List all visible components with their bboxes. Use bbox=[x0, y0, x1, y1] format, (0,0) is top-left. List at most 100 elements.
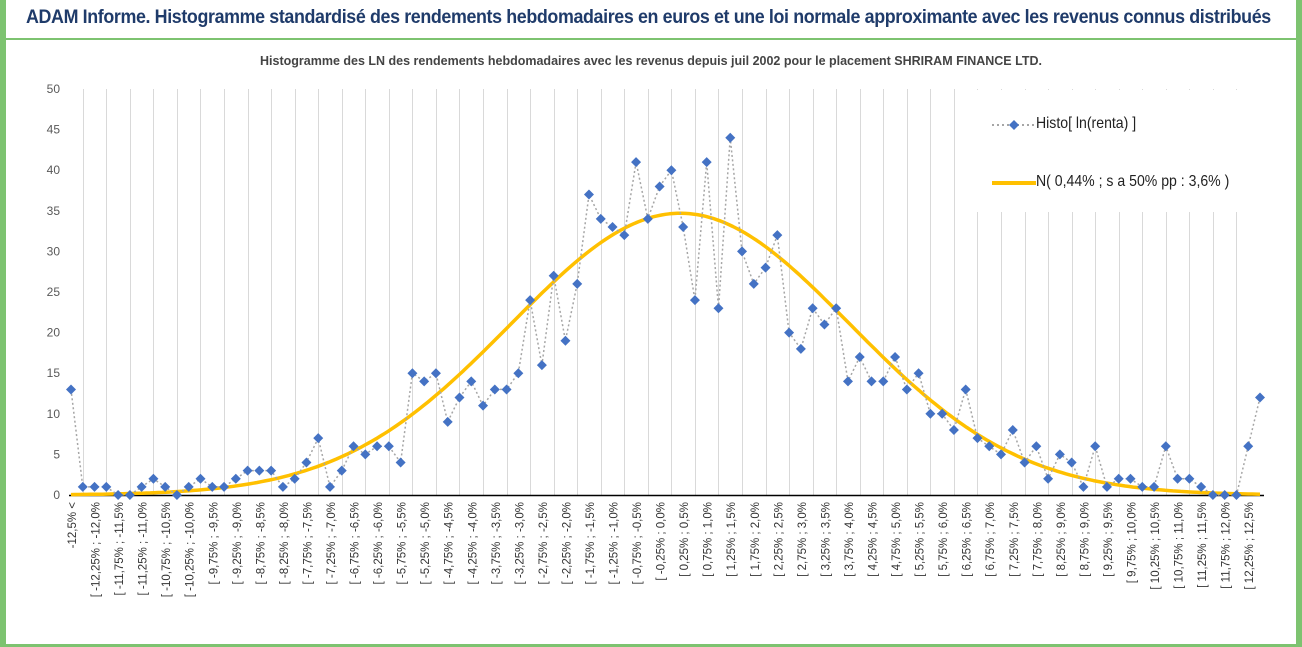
y-tick-label: 10 bbox=[47, 407, 61, 421]
x-tick-label: [ -1,75% ; -1,5% bbox=[585, 502, 597, 584]
x-tick-label: [ 8,75% ; 9,0% bbox=[1079, 502, 1091, 577]
histo-point bbox=[101, 481, 112, 492]
header-divider bbox=[6, 38, 1296, 40]
histo-point bbox=[1019, 457, 1030, 468]
histo-point bbox=[937, 408, 948, 419]
histogram-series-layer bbox=[66, 132, 1265, 500]
histo-point bbox=[760, 262, 771, 273]
histo-point bbox=[1219, 490, 1230, 500]
histo-point bbox=[195, 473, 206, 484]
x-tick-label: [ 4,25% ; 4,5% bbox=[868, 502, 880, 577]
histo-point bbox=[772, 230, 783, 241]
histo-point bbox=[1101, 481, 1112, 492]
histo-point bbox=[1243, 441, 1254, 452]
histo-point bbox=[148, 473, 159, 484]
histo-point bbox=[583, 189, 594, 200]
chart-area: 0 5 10 15 20 25 30 35 40 45 50 -12,5% < [ -12,25% ;… bbox=[6, 40, 1296, 644]
x-tick-label: [ -3,25% ; -3,0% bbox=[514, 502, 526, 584]
histo-point bbox=[866, 376, 877, 387]
histo-point bbox=[890, 351, 901, 362]
histo-point bbox=[1172, 473, 1183, 484]
x-tick-label: [ 8,25% ; 9,0% bbox=[1056, 502, 1068, 577]
x-tick-label: [ -3,75% ; -3,5% bbox=[491, 502, 503, 584]
histo-point bbox=[183, 481, 194, 492]
histo-point bbox=[689, 295, 700, 306]
histo-point bbox=[654, 181, 665, 192]
x-tick-label: [ 10,75% ; 11,0% bbox=[1174, 502, 1186, 589]
histo-point bbox=[136, 481, 147, 492]
y-tick-label: 5 bbox=[53, 447, 60, 461]
histo-point bbox=[948, 425, 959, 436]
histo-point bbox=[289, 473, 300, 484]
histo-point bbox=[642, 213, 653, 224]
x-tick-label: [ 11,75% ; 12,0% bbox=[1221, 502, 1233, 589]
histo-point bbox=[607, 222, 618, 233]
x-tick-label: [ -11,75% ; -11,5% bbox=[114, 502, 126, 596]
histo-point bbox=[407, 368, 418, 379]
x-tick-label: [ 5,25% ; 5,5% bbox=[915, 502, 927, 577]
histo-point bbox=[878, 376, 889, 387]
histo-point bbox=[631, 157, 642, 168]
x-tick-label: [ -5,75% ; -5,5% bbox=[397, 502, 409, 584]
histo-point bbox=[1149, 481, 1160, 492]
histo-point bbox=[701, 157, 712, 168]
histo-point bbox=[513, 368, 524, 379]
x-tick-label: [ -0,25% ; 0,0% bbox=[656, 502, 668, 581]
y-tick-label: 25 bbox=[47, 285, 61, 299]
x-tick-label: [ -1,25% ; -1,0% bbox=[609, 502, 621, 584]
y-tick-label: 50 bbox=[47, 82, 61, 96]
x-tick-label: [ 2,25% ; 2,5% bbox=[773, 502, 785, 577]
histo-point bbox=[913, 368, 924, 379]
histo-point bbox=[301, 457, 312, 468]
normal-curve-layer bbox=[70, 211, 1261, 497]
x-tick-label: [ -12,25% ; -12,0% bbox=[91, 502, 103, 597]
x-tick-label: [ -8,75% ; -8,5% bbox=[255, 502, 267, 584]
y-tick-label: 30 bbox=[47, 244, 61, 258]
histo-point bbox=[1078, 481, 1089, 492]
histo-point bbox=[254, 465, 265, 476]
histo-point bbox=[807, 303, 818, 314]
histo-point bbox=[442, 416, 453, 427]
histo-point bbox=[124, 490, 135, 500]
histo-point bbox=[572, 278, 583, 289]
x-tick-label: [ 10,25% ; 10,5% bbox=[1150, 502, 1162, 590]
legend-item-normal: N( 0,44% ; s a 50% pp : 3,6% ) bbox=[964, 168, 1294, 198]
x-tick-label: [ -2,75% ; -2,5% bbox=[538, 502, 550, 584]
x-tick-labels: -12,5% < [ -12,25% ; -12,0% [ -11,75% ; -1… bbox=[67, 502, 1256, 598]
legend-histo-symbol bbox=[992, 120, 1036, 130]
histo-point bbox=[854, 351, 865, 362]
x-tick-label: [ 1,75% ; 2,0% bbox=[750, 502, 762, 577]
histo-point bbox=[1231, 490, 1242, 500]
histo-point bbox=[666, 165, 677, 176]
normal-curve-line bbox=[70, 211, 1261, 497]
histo-point bbox=[266, 465, 277, 476]
histo-point bbox=[1043, 473, 1054, 484]
histo-point bbox=[77, 481, 88, 492]
x-tick-label: [ 6,25% ; 6,5% bbox=[962, 502, 974, 577]
grid-layer bbox=[83, 89, 1237, 495]
x-tick-label: [ 12,25% ; 12,5% bbox=[1244, 502, 1256, 590]
legend: Histo[ ln(renta) ] N( 0,44% ; s a 50% pp… bbox=[964, 90, 1294, 212]
x-tick-label: [ 5,75% ; 6,0% bbox=[938, 502, 950, 577]
x-tick-label: [ 3,25% ; 3,5% bbox=[820, 502, 832, 577]
histo-point bbox=[1196, 481, 1207, 492]
x-tick-label: [ 0,75% ; 1,0% bbox=[703, 502, 715, 577]
x-tick-label: [ 0,25% ; 0,5% bbox=[679, 502, 691, 577]
legend-item-histo: Histo[ ln(renta) ] bbox=[964, 110, 1294, 140]
histo-point bbox=[1113, 473, 1124, 484]
x-tick-label: [ -4,25% ; -4,0% bbox=[467, 502, 479, 584]
x-tick-label: [ -5,25% ; -5,0% bbox=[420, 502, 432, 584]
x-tick-label: [ 1,25% ; 1,5% bbox=[726, 502, 738, 577]
histo-point bbox=[160, 481, 171, 492]
histo-point bbox=[536, 360, 547, 371]
histo-point bbox=[960, 384, 971, 395]
histo-point bbox=[430, 368, 441, 379]
legend-label-histo: Histo[ ln(renta) ] bbox=[1036, 115, 1137, 132]
x-tick-label: [ -4,75% ; -4,5% bbox=[444, 502, 456, 584]
histo-point bbox=[336, 465, 347, 476]
histo-point bbox=[1160, 441, 1171, 452]
histo-point bbox=[395, 457, 406, 468]
report-title: ADAM Informe. Histogramme standardisé de… bbox=[26, 7, 1271, 28]
y-tick-label: 45 bbox=[47, 123, 61, 137]
histo-point bbox=[419, 376, 430, 387]
